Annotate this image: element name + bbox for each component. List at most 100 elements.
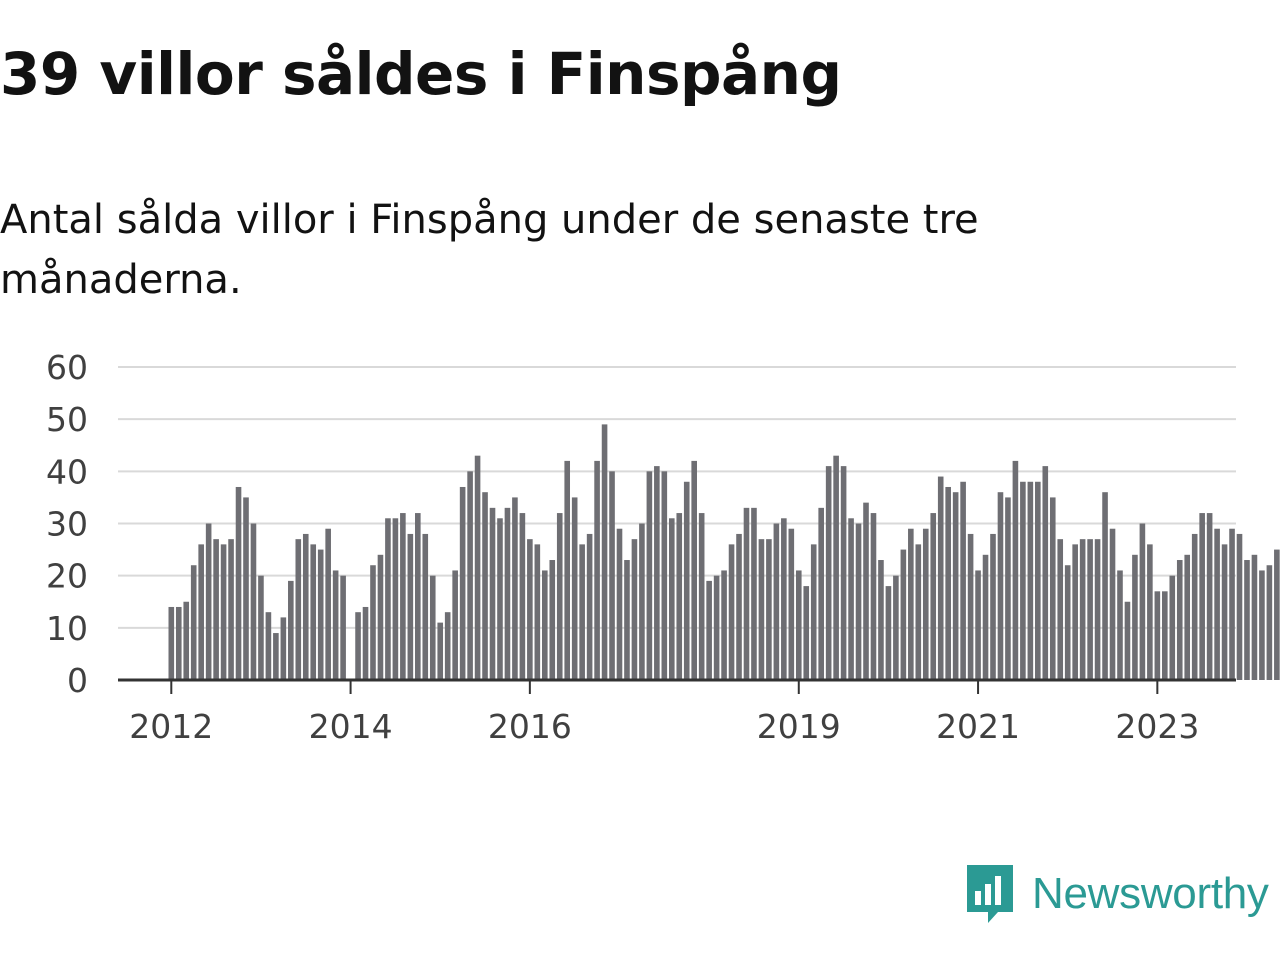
bar [810,544,817,680]
bar [362,606,369,680]
bar [833,455,839,680]
bar [467,471,473,680]
bar [444,612,451,680]
bar [1094,539,1101,680]
bar [295,539,302,680]
bar [437,622,444,680]
bar [1079,539,1086,680]
bar [639,523,645,680]
bar [855,523,862,680]
bar [915,544,922,680]
bar [452,570,458,680]
bar [937,476,944,680]
bar [870,513,877,680]
y-tick-label: 60 [46,348,88,387]
bar [624,560,630,680]
bar [1012,460,1019,680]
bar [668,518,675,680]
bar [549,560,556,680]
bar [527,539,533,680]
bar [1132,554,1138,680]
bar [258,575,264,680]
newsworthy-logo-icon [967,865,1013,923]
bar [631,539,638,680]
bar [429,575,436,680]
bar [422,533,429,680]
bar [1244,560,1250,680]
bar [728,544,735,680]
bar [878,560,884,680]
bar [795,570,802,680]
bar [1274,549,1280,680]
bar [407,533,414,680]
bar [190,565,197,680]
bar [1206,513,1213,680]
bar [654,466,660,680]
bar [773,523,780,680]
bar [273,633,279,680]
x-tick-label: 2012 [129,707,213,746]
y-tick-label: 50 [46,400,88,439]
bar [713,575,720,680]
bar [504,507,511,680]
bar [990,533,996,680]
bar [482,492,488,680]
bar [1035,481,1041,680]
x-tick-label: 2014 [309,707,393,746]
bar [594,460,600,680]
bar [474,455,481,680]
bar [706,580,712,680]
bar [975,570,981,680]
bar [766,539,772,680]
bar [220,544,227,680]
bar [930,513,937,680]
bar [825,466,832,680]
bar [818,507,824,680]
brand: Newsworthy [964,862,1269,926]
bar [377,554,384,680]
bar [616,528,623,680]
bar [168,606,175,680]
bar [385,518,391,680]
bar [1027,481,1034,680]
y-tick-label: 20 [46,557,88,596]
bar [542,570,548,680]
bar [175,606,182,680]
bar [1199,513,1205,680]
bar [205,523,212,680]
y-tick-label: 0 [67,661,88,700]
bar [661,471,668,680]
bar [1139,523,1146,680]
x-tick-label: 2019 [757,707,841,746]
bar [579,544,585,680]
bar [908,528,914,680]
bar [840,466,847,680]
bar [683,481,690,680]
bar [243,497,249,680]
bar [586,533,593,680]
bar [519,513,526,680]
bar [400,513,406,680]
bar [751,507,757,680]
bar [317,549,324,680]
bar [691,460,697,680]
bar [1064,565,1071,680]
bar [1072,544,1078,680]
bar [332,570,339,680]
bar [1124,601,1131,680]
bars [168,424,1280,680]
bar [893,575,899,680]
bar [392,518,399,680]
bar-chart: 0102030405060392012201420162019202120232… [46,348,1280,746]
bar [982,554,989,680]
bar [788,528,795,680]
bar [325,528,331,680]
bar [900,549,907,680]
bar [1191,533,1198,680]
bar [1176,560,1183,680]
bar [1266,565,1273,680]
bar [1049,497,1056,680]
bar [1154,591,1161,680]
bar [1169,575,1176,680]
x-tick-label: 2016 [488,707,572,746]
